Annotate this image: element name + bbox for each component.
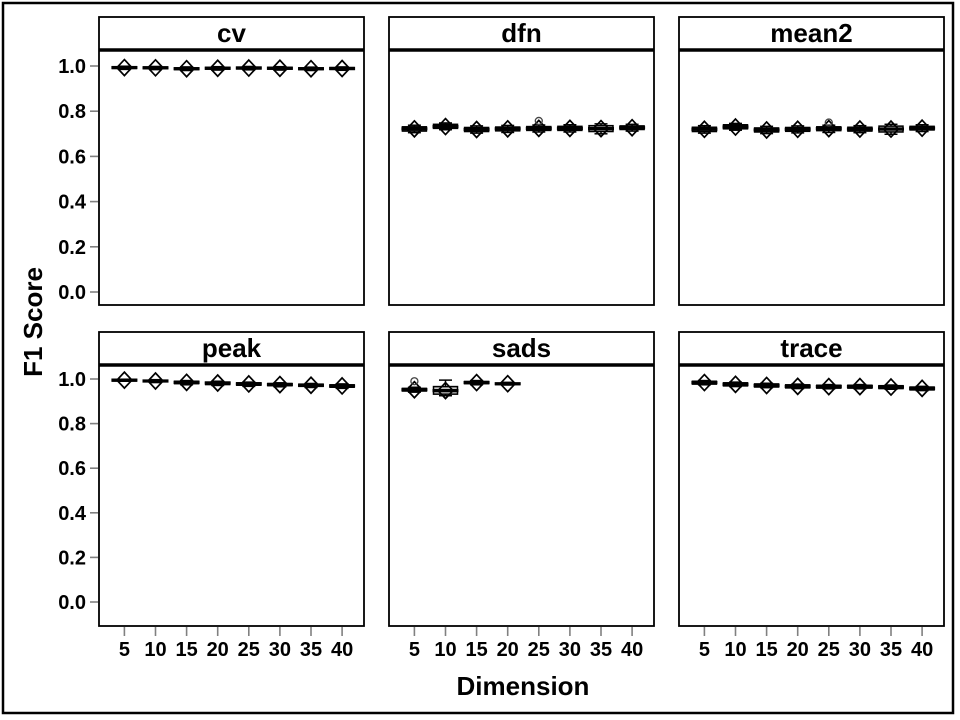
y-tick-label: 0.6	[58, 146, 86, 168]
panel-frame-sads	[388, 331, 655, 627]
x-tick-label: 35	[590, 639, 612, 661]
x-tick-label: 40	[331, 639, 353, 661]
y-tick-label: 0.6	[58, 458, 86, 480]
x-tick-label: 40	[911, 639, 933, 661]
x-tick-label: 35	[880, 639, 902, 661]
x-tick-label: 15	[755, 639, 777, 661]
boxplot-cv-25	[235, 58, 262, 78]
boxplot-dfn-35	[588, 119, 614, 138]
x-tick-label: 5	[699, 639, 710, 661]
boxplot-peak-15	[173, 373, 200, 392]
x-tick-label: 5	[119, 639, 130, 661]
x-tick-label: 30	[559, 639, 581, 661]
y-tick-label: 0.4	[58, 503, 87, 525]
y-tick-label: 1.0	[58, 369, 86, 391]
boxplot-trace-35	[878, 377, 904, 397]
boxplot-peak-10	[142, 371, 169, 391]
panel-frame-peak	[98, 331, 365, 627]
boxplot-mean2-25	[815, 118, 842, 138]
y-tick-label: 0.2	[58, 547, 86, 569]
boxplot-cv-15	[173, 59, 200, 78]
boxplot-dfn-5	[401, 119, 428, 139]
boxplot-peak-20	[204, 373, 231, 393]
boxplot-cv-35	[298, 59, 324, 78]
x-tick-label: 40	[621, 639, 643, 661]
y-tick-label: 0.8	[58, 101, 86, 123]
boxplot-mean2-30	[846, 119, 873, 139]
x-tick-label: 25	[528, 639, 550, 661]
boxplot-mean2-15	[753, 120, 780, 140]
boxplot-dfn-10	[432, 117, 459, 136]
x-tick-label: 15	[465, 639, 487, 661]
boxplot-cv-5	[111, 58, 138, 77]
panel-frame-mean2	[678, 16, 945, 306]
x-tick-label: 5	[409, 639, 420, 661]
y-tick-label: 0.0	[58, 592, 86, 614]
boxplot-cv-40	[329, 59, 356, 78]
boxplot-peak-5	[111, 370, 138, 390]
panel-frame-trace	[678, 331, 945, 627]
boxplot-mean2-10	[722, 117, 749, 137]
x-tick-label: 25	[238, 639, 260, 661]
y-tick-label: 1.0	[58, 56, 86, 78]
x-tick-label: 10	[434, 639, 456, 661]
boxplot-sads-20	[494, 374, 521, 393]
boxplot-dfn-20	[494, 119, 521, 139]
boxplot-trace-15	[753, 376, 780, 395]
boxplot-peak-35	[298, 376, 324, 395]
boxplot-cv-10	[142, 58, 169, 78]
boxplot-peak-25	[235, 374, 262, 394]
boxplot-mean2-5	[691, 120, 718, 139]
x-tick-label: 10	[144, 639, 166, 661]
boxplot-sads-15	[463, 373, 490, 392]
x-tick-label: 25	[818, 639, 840, 661]
boxplot-mean2-35	[878, 119, 904, 139]
boxplot-dfn-15	[463, 120, 490, 139]
x-tick-label: 20	[497, 639, 519, 661]
x-tick-label: 10	[724, 639, 746, 661]
boxplot-peak-30	[266, 375, 293, 394]
boxplot-mean2-20	[784, 120, 811, 139]
y-tick-label: 0.2	[58, 237, 86, 259]
boxplot-trace-40	[909, 379, 936, 398]
boxplot-mean2-40	[909, 118, 936, 138]
x-tick-label: 35	[300, 639, 322, 661]
y-tick-label: 0.4	[58, 192, 87, 214]
boxplot-dfn-25	[525, 116, 552, 138]
boxplot-trace-5	[691, 373, 718, 392]
x-tick-label: 20	[787, 639, 809, 661]
boxplot-dfn-40	[619, 118, 646, 137]
x-tick-label: 30	[269, 639, 291, 661]
boxplot-sads-10	[432, 379, 459, 400]
boxplot-trace-30	[846, 377, 873, 396]
panel-frame-dfn	[388, 16, 655, 306]
y-tick-label: 0.0	[58, 282, 86, 304]
boxplot-peak-40	[329, 376, 356, 396]
boxplot-trace-20	[784, 377, 811, 396]
boxplot-sads-5	[401, 377, 428, 399]
x-tick-label: 30	[849, 639, 871, 661]
y-tick-label: 0.8	[58, 414, 86, 436]
x-tick-label: 15	[175, 639, 197, 661]
x-tick-label: 20	[207, 639, 229, 661]
boxplot-trace-25	[815, 377, 842, 396]
boxplot-cv-30	[266, 59, 293, 78]
boxplot-dfn-30	[556, 119, 583, 138]
panel-frame-cv	[98, 16, 365, 306]
boxplot-cv-20	[204, 59, 231, 78]
boxplot-trace-10	[722, 375, 749, 394]
